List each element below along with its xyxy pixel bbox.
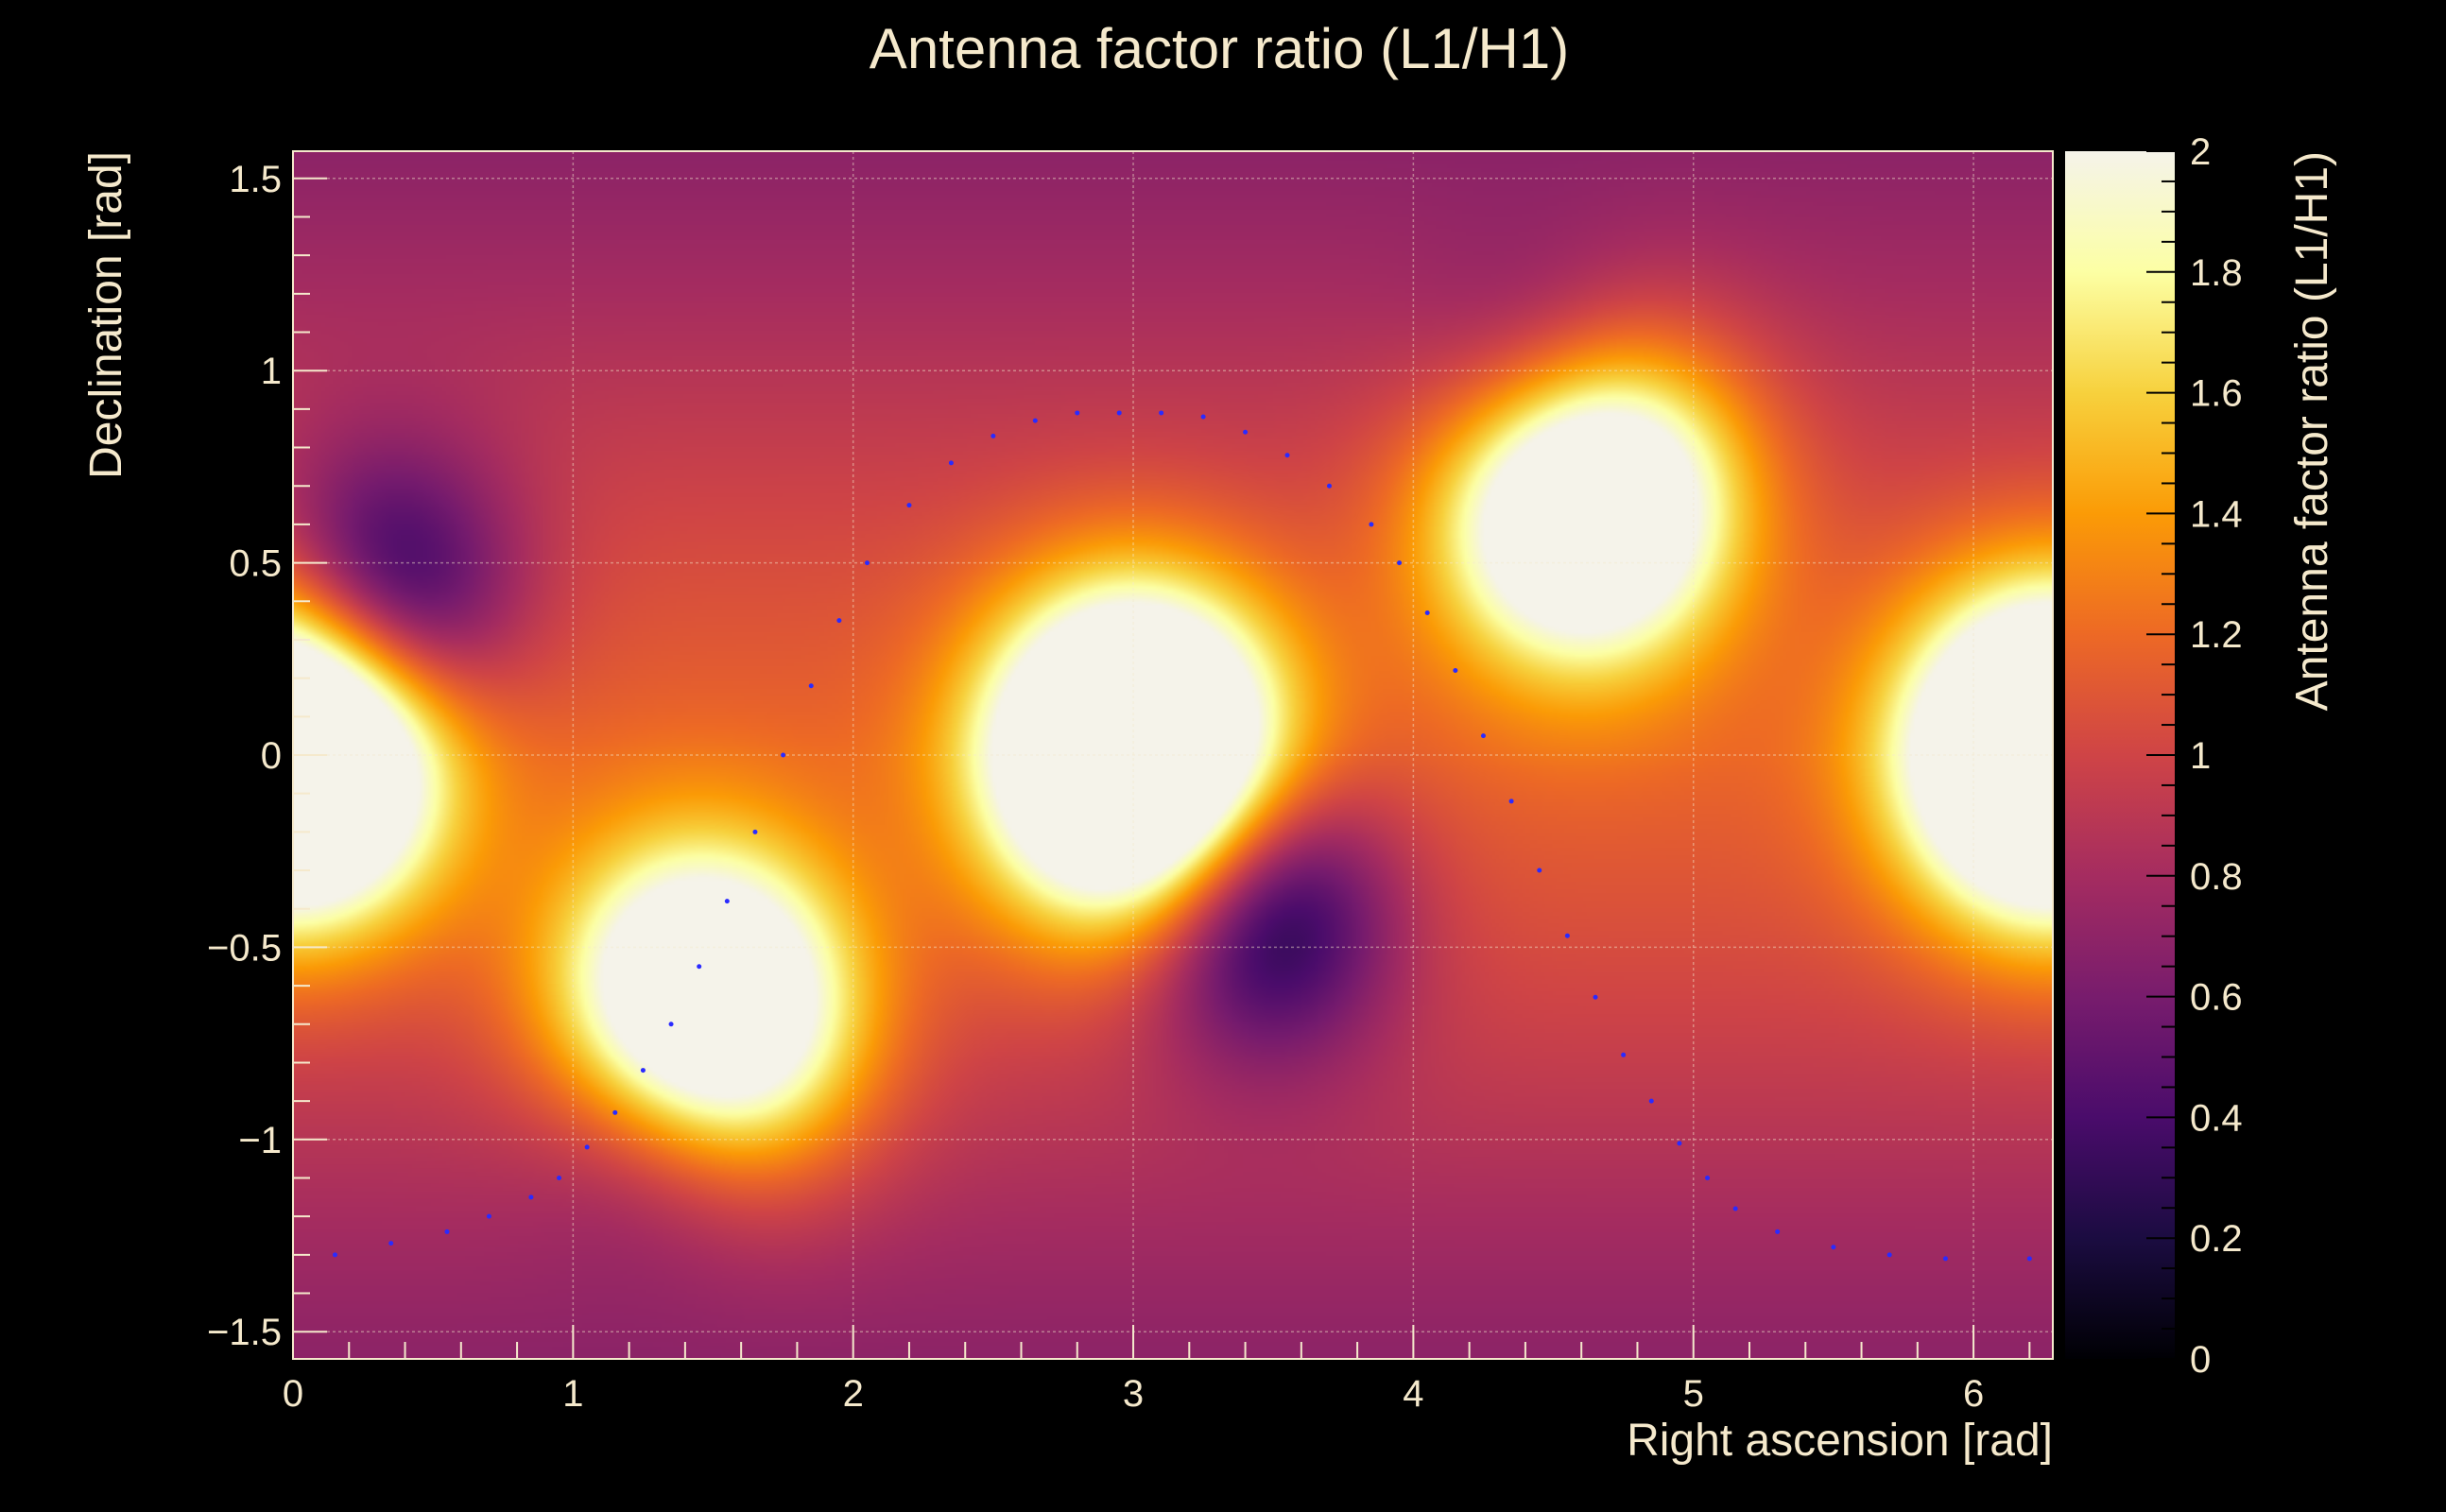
overlay-point xyxy=(1369,522,1374,527)
overlay-point xyxy=(1032,418,1038,423)
heatmap-image xyxy=(293,151,2053,1359)
overlay-point xyxy=(332,1252,337,1258)
colorbar-tick-label: 1.4 xyxy=(2190,493,2243,535)
colorbar-axis: 0 0.2 0.4 0.6 0.8 1 1.2 1.4 1.6 1.8 2 xyxy=(2146,131,2243,1381)
overlay-point xyxy=(668,1022,674,1027)
overlay-point xyxy=(1075,410,1080,416)
colorbar-tick-label: 1 xyxy=(2190,735,2211,777)
overlay-point xyxy=(1886,1252,1892,1258)
overlay-point xyxy=(640,1068,646,1074)
overlay-point xyxy=(1564,933,1570,938)
overlay-point xyxy=(781,752,786,758)
colorbar-tick-label: 0.8 xyxy=(2190,856,2243,898)
overlay-point xyxy=(1200,414,1206,420)
overlay-point xyxy=(1677,1141,1682,1146)
y-tick-label: −0.5 xyxy=(207,927,282,969)
y-axis-title: Declination [rad] xyxy=(81,151,131,479)
overlay-point xyxy=(1159,410,1164,416)
y-axis: −1.5 −1 −0.5 0 0.5 1 1.5 xyxy=(207,159,327,1353)
overlay-point xyxy=(724,899,730,904)
overlay-point xyxy=(1397,560,1403,566)
colorbar-title: Antenna factor ratio (L1/H1) xyxy=(2287,151,2337,711)
overlay-point xyxy=(990,433,996,438)
overlay-point xyxy=(1621,1052,1627,1057)
y-tick-label: 0.5 xyxy=(229,543,282,585)
y-tick-label: 0 xyxy=(261,735,282,777)
overlay-point xyxy=(1453,668,1458,674)
x-tick-label: 0 xyxy=(283,1373,303,1415)
overlay-point xyxy=(697,964,702,970)
chart-title: Antenna factor ratio (L1/H1) xyxy=(870,17,1569,80)
overlay-point xyxy=(1508,799,1514,804)
overlay-point xyxy=(1593,994,1598,1000)
y-tick-label: −1 xyxy=(238,1120,282,1161)
overlay-point xyxy=(1424,610,1430,615)
overlay-point xyxy=(584,1144,590,1150)
overlay-point xyxy=(2026,1256,2032,1262)
overlay-point xyxy=(1705,1175,1711,1180)
grid-lines xyxy=(293,151,2053,1359)
x-axis-title: Right ascension [rad] xyxy=(1627,1416,2053,1466)
x-tick-label: 6 xyxy=(1963,1373,1984,1415)
x-tick-label: 5 xyxy=(1683,1373,1704,1415)
plot-area: 0 1 2 3 4 5 6 −1.5 −1 −0.5 0 0.5 1 1.5 xyxy=(207,150,2054,1415)
colorbar-tick-label: 0.6 xyxy=(2190,977,2243,1019)
x-tick-label: 2 xyxy=(843,1373,864,1415)
x-tick-label: 1 xyxy=(562,1373,583,1415)
y-tick-label: −1.5 xyxy=(207,1312,282,1353)
overlay-point xyxy=(486,1213,491,1219)
colorbar-tick-label: 1.8 xyxy=(2190,252,2243,294)
y-tick-label: 1 xyxy=(261,351,282,392)
overlay-point xyxy=(388,1241,394,1246)
x-axis: 0 1 2 3 4 5 6 xyxy=(283,1325,2031,1415)
colorbar-tick-label: 0.2 xyxy=(2190,1218,2243,1260)
overlay-point xyxy=(557,1175,562,1180)
x-tick-label: 3 xyxy=(1123,1373,1144,1415)
overlay-point xyxy=(1942,1256,1948,1262)
overlay-point xyxy=(1116,410,1122,416)
overlay-point xyxy=(1732,1206,1738,1211)
overlay-point xyxy=(1480,733,1486,739)
overlay-point xyxy=(808,683,814,689)
colorbar-tick-label: 2 xyxy=(2190,131,2211,173)
overlay-curve xyxy=(332,410,2032,1262)
overlay-point xyxy=(906,503,912,508)
overlay-point xyxy=(1326,483,1332,489)
colorbar-tick-label: 1.6 xyxy=(2190,373,2243,415)
overlay-point xyxy=(948,460,954,466)
overlay-point xyxy=(1243,429,1249,435)
colorbar-tick-label: 0.4 xyxy=(2190,1097,2243,1139)
overlay-point xyxy=(1775,1228,1781,1234)
overlay-point xyxy=(1284,453,1290,458)
colorbar-tick-label: 1.2 xyxy=(2190,614,2243,656)
y-tick-label: 1.5 xyxy=(229,159,282,200)
overlay-point xyxy=(444,1228,450,1234)
colorbar-tick-label: 0 xyxy=(2190,1339,2211,1381)
x-tick-label: 4 xyxy=(1403,1373,1423,1415)
overlay-point xyxy=(1537,868,1542,873)
overlay-point xyxy=(752,829,758,834)
overlay-point xyxy=(1648,1098,1654,1104)
colorbar: 0 0.2 0.4 0.6 0.8 1 1.2 1.4 1.6 1.8 2 Antenna fact… xyxy=(2065,131,2337,1381)
overlay-point xyxy=(612,1109,618,1115)
overlay-point xyxy=(865,560,870,566)
overlay-point xyxy=(1831,1245,1836,1250)
overlay-point xyxy=(528,1194,534,1200)
overlay-point xyxy=(836,618,842,624)
